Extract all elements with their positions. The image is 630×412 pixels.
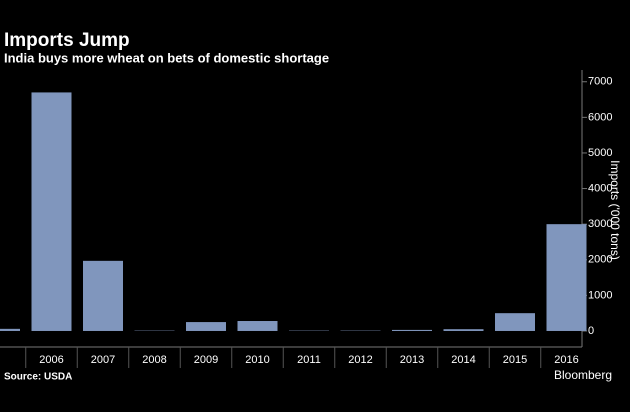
x-tick-label: 2013 (400, 354, 424, 366)
x-tick-label: 2015 (503, 354, 527, 366)
source: Source: USDA (4, 372, 72, 383)
y-tick-label: 4000 (588, 182, 612, 194)
chart-subtitle: India buys more wheat on bets of domesti… (4, 50, 329, 65)
bar (31, 92, 72, 331)
bar (186, 322, 226, 331)
x-tick-label: 2006 (39, 354, 63, 366)
y-tick-label: 5000 (588, 147, 612, 159)
x-tick-label: 2012 (348, 354, 372, 366)
bar (83, 260, 123, 331)
bar (237, 321, 278, 331)
x-tick-label: 2009 (194, 354, 218, 366)
bar (392, 329, 432, 331)
chart-title: Imports Jump (4, 30, 130, 51)
brand: Bloomberg (554, 368, 612, 382)
y-tick-label: 7000 (588, 76, 612, 88)
x-tick-label: 2016 (554, 354, 578, 366)
x-tick-label: 2014 (451, 354, 475, 366)
y-tick-label: 6000 (588, 111, 612, 123)
x-tick-label: 2010 (245, 354, 269, 366)
x-tick-label: 2008 (142, 354, 166, 366)
y-tick-label: 3000 (588, 218, 612, 230)
y-axis-label: Imports ('000 tons) (608, 160, 622, 260)
bar (546, 224, 587, 331)
bar (495, 313, 535, 331)
bar (443, 329, 484, 331)
x-tick-label: 2007 (91, 354, 115, 366)
y-tick-label: 0 (588, 325, 594, 337)
x-tick-label: 2011 (297, 354, 321, 366)
bar (0, 328, 20, 331)
y-tick-label: 2000 (588, 254, 612, 266)
y-tick-label: 1000 (588, 289, 612, 301)
